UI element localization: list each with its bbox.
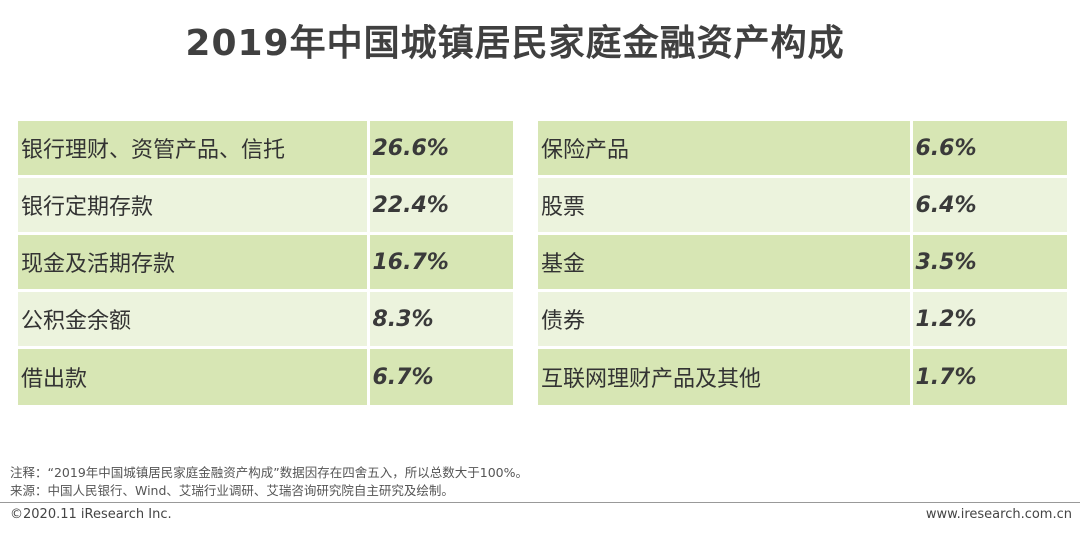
row-value: 3.5% (911, 233, 1067, 292)
footnote: 注释：“2019年中国城镇居民家庭金融资产构成”数据因存在四舍五入，所以总数大于… (10, 465, 529, 480)
table-row: 股票 6.4% (538, 176, 1067, 235)
row-value: 6.4% (911, 176, 1067, 235)
row-value: 22.4% (368, 176, 513, 235)
table-row: 现金及活期存款 16.7% (18, 233, 513, 292)
table-row: 债券 1.2% (538, 290, 1067, 349)
row-label: 银行理财、资管产品、信托 (18, 121, 370, 178)
table-row: 基金 3.5% (538, 233, 1067, 292)
row-label: 借出款 (18, 347, 370, 405)
chart-title: 2019年中国城镇居民家庭金融资产构成 (185, 23, 845, 64)
row-label: 公积金余额 (18, 290, 370, 349)
row-value: 16.7% (368, 233, 513, 292)
table-row: 借出款 6.7% (18, 347, 513, 405)
table-row: 银行理财、资管产品、信托 26.6% (18, 121, 513, 178)
row-value: 1.7% (911, 347, 1067, 405)
table-row: 银行定期存款 22.4% (18, 176, 513, 235)
footer-divider (0, 502, 1080, 503)
row-value: 8.3% (368, 290, 513, 349)
row-value: 26.6% (368, 121, 513, 178)
source-note: 来源：中国人民银行、Wind、艾瑞行业调研、艾瑞咨询研究院自主研究及绘制。 (10, 483, 454, 498)
row-value: 6.6% (911, 121, 1067, 178)
website-url: www.iresearch.com.cn (925, 507, 1072, 522)
row-value: 1.2% (911, 290, 1067, 349)
row-label: 互联网理财产品及其他 (538, 347, 913, 405)
table-row: 保险产品 6.6% (538, 121, 1067, 178)
row-label: 现金及活期存款 (18, 233, 370, 292)
copyright: ©2020.11 iResearch Inc. (10, 507, 172, 522)
table-row: 互联网理财产品及其他 1.7% (538, 347, 1067, 405)
row-label: 保险产品 (538, 121, 913, 178)
row-label: 债券 (538, 290, 913, 349)
left-table: 银行理财、资管产品、信托 26.6% 银行定期存款 22.4% 现金及活期存款 16.7%… (18, 121, 513, 405)
row-label: 股票 (538, 176, 913, 235)
row-label: 银行定期存款 (18, 176, 370, 235)
table-row: 公积金余额 8.3% (18, 290, 513, 349)
row-label: 基金 (538, 233, 913, 292)
row-value: 6.7% (368, 347, 513, 405)
right-table: 保险产品 6.6% 股票 6.4% 基金 3.5% 债券 1.2% 互联网理财产品及其他 1.7% (538, 121, 1067, 405)
